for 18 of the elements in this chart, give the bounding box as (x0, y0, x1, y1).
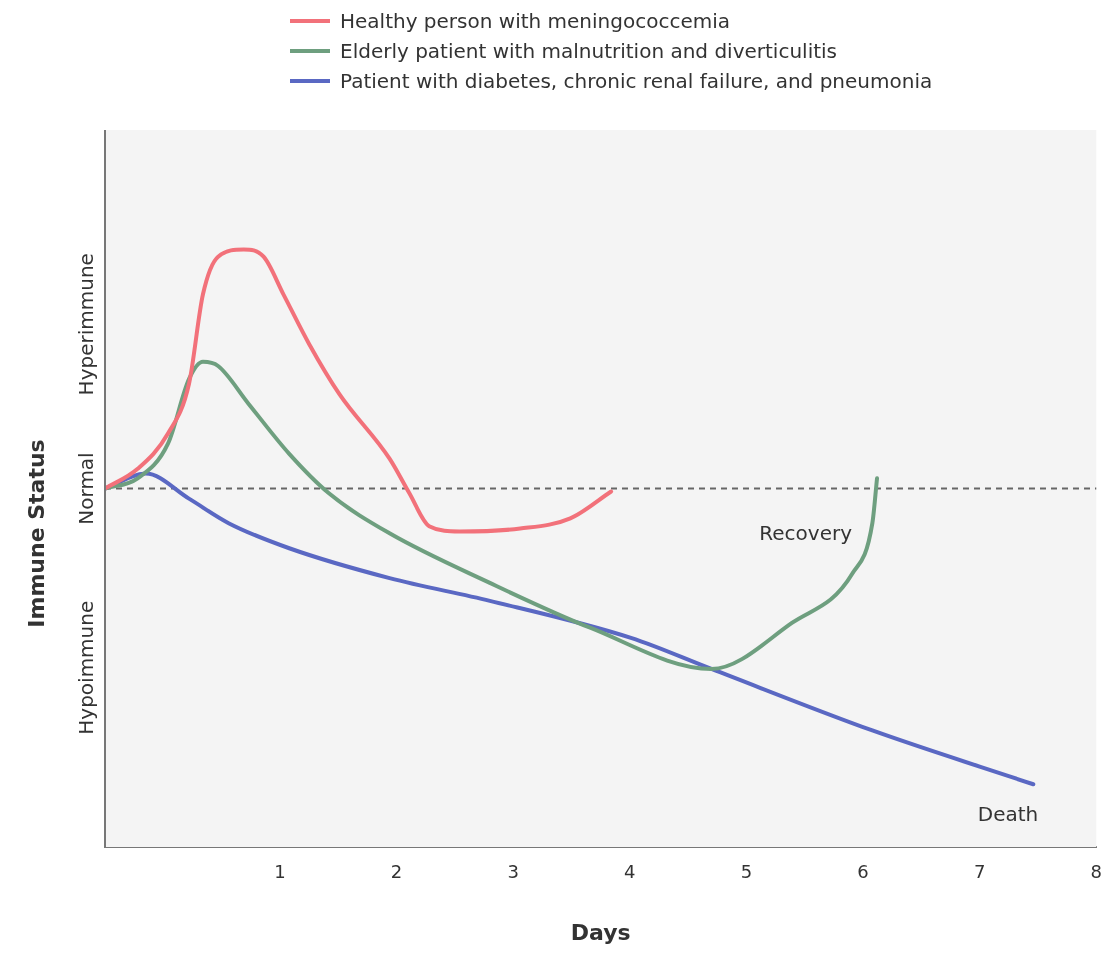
x-axis-title: Days (570, 919, 631, 945)
y-axis-title: Immune Status (23, 439, 49, 628)
annotation: Death (977, 802, 1039, 827)
annotation: Recovery (759, 520, 853, 545)
text: Hypoimmune (74, 600, 99, 735)
legend-label: Healthy person with meningococcemia (340, 8, 731, 35)
x-tick-label: 6 (857, 861, 869, 883)
x-tick-label: 7 (973, 861, 986, 883)
x-tick-label: 8 (1090, 861, 1102, 883)
text: Hyperimmune (74, 253, 99, 396)
legend-label: Elderly patient with malnutrition and diverticulitis (340, 38, 838, 65)
ref-line-label: Normal (74, 452, 99, 525)
legend-label: Patient with diabetes, chronic renal failure, and pneumonia (340, 68, 933, 95)
x-tick-label: 3 (507, 861, 519, 883)
x-tick-label: 1 (274, 861, 286, 883)
x-tick-label: 5 (740, 861, 753, 883)
x-tick-label: 4 (624, 861, 636, 883)
x-tick-label: 2 (390, 861, 403, 883)
